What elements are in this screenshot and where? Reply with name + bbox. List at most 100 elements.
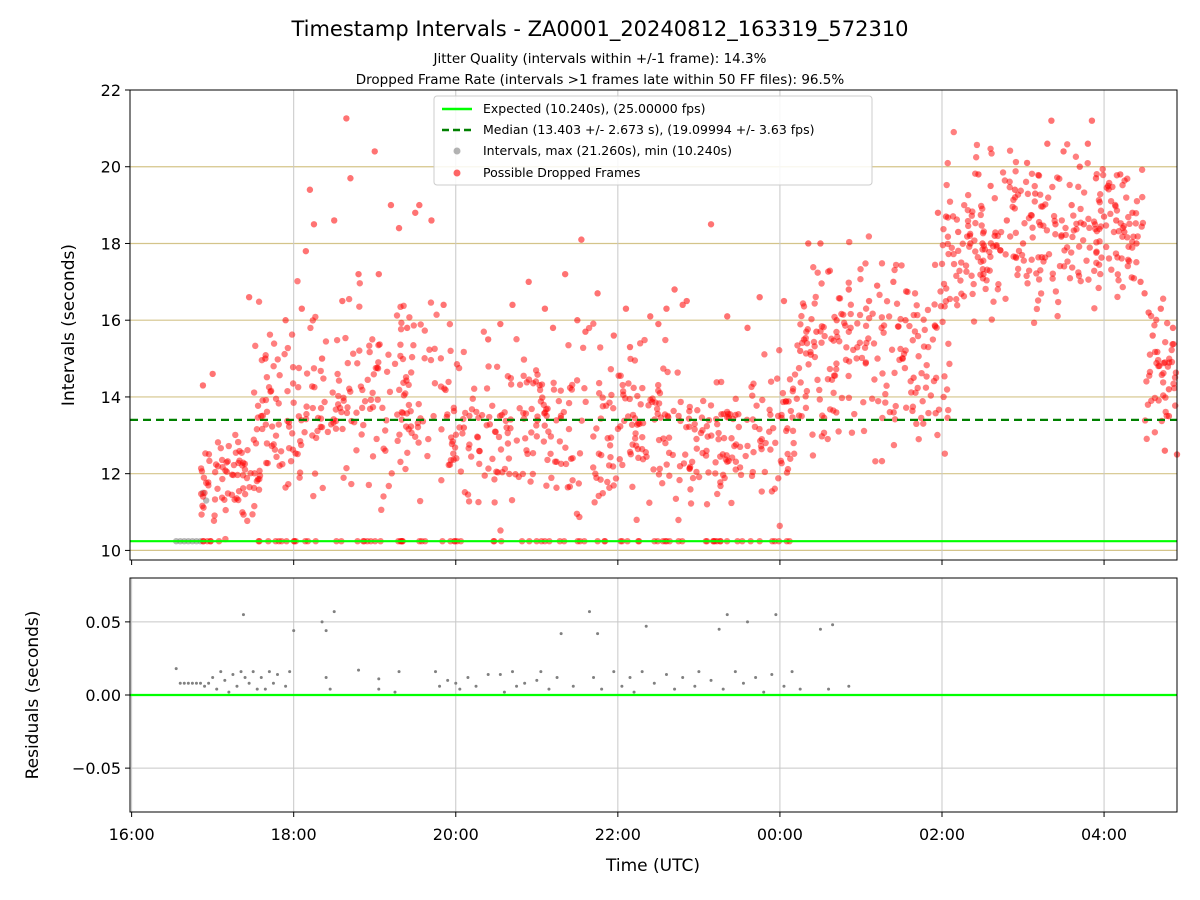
dropped-frame-point [1014,191,1022,198]
dropped-frame-point [978,222,985,229]
dropped-frame-point [1171,384,1178,392]
dropped-frame-point [807,348,814,356]
dropped-frame-point [1172,369,1180,376]
dropped-frame-point [285,480,292,488]
residual-point [535,678,539,682]
dropped-frame-point [688,458,696,466]
dropped-frame-point [386,388,394,396]
dropped-frame-point [275,421,282,428]
dropped-frame-point [369,453,377,460]
dropped-frame-point [791,371,799,378]
dropped-frame-point [221,496,228,503]
interval-point [1044,140,1051,147]
residual-point [770,673,774,677]
dropped-frame-point [1129,238,1136,246]
dropped-frame-point [941,450,949,457]
dropped-frame-point [1064,258,1071,265]
residual-point [211,675,215,679]
residual-point [693,684,697,688]
dropped-frame-point [453,455,460,462]
dropped-frame-point [508,496,516,504]
dropped-frame-point [1110,228,1118,236]
dropped-frame-point [441,385,448,392]
dropped-frame-point [303,410,310,418]
dropped-frame-point [1086,224,1093,232]
dropped-frame-point [892,261,900,269]
dropped-frame-point [399,409,406,417]
dropped-frame-point [496,412,504,420]
dropped-frame-point [617,372,624,379]
dropped-frame-point [737,471,745,479]
dropped-frame-point [714,490,721,498]
dropped-frame-point [533,422,540,429]
dropped-frame-point [920,316,927,323]
dropped-frame-point [239,472,247,479]
dropped-frame-point [249,511,256,518]
dropped-frame-point [907,378,914,385]
dropped-frame-point [804,326,811,333]
residual-point [515,684,519,688]
dropped-frame-point [1102,243,1110,251]
dropped-frame-point [593,425,600,432]
dropped-frame-point [789,427,797,435]
dropped-frame-point [575,480,582,487]
dropped-frame-point [393,312,401,319]
dropped-frame-point [402,465,409,473]
x-ticks: 16:00 18:00 20:00 22:00 00:00 02:00 04:00 [109,560,1127,844]
dropped-frame-point [790,450,798,457]
chart-subtitle-1: Jitter Quality (intervals within +/-1 fr… [433,51,767,67]
dropped-frame-point [1153,316,1160,324]
dropped-frame-point [1033,305,1041,313]
dropped-frame-point [664,368,671,376]
dropped-frame-point [749,392,756,399]
dropped-frame-point [1111,201,1119,209]
dropped-frame-point [994,286,1002,293]
dropped-frame-point [370,371,377,378]
dropped-frame-point [380,445,387,452]
dropped-frame-point [595,379,603,387]
dropped-frame-point [200,504,207,511]
dropped-frame-point [923,361,930,369]
dropped-frame-point [263,373,271,381]
interval-point [655,320,662,328]
dropped-frame-point [1035,276,1043,283]
dropped-frame-point [686,463,694,471]
dropped-frame-point [641,336,648,344]
dropped-frame-point [408,353,416,361]
residual-point [474,684,478,688]
dropped-frame-point [399,355,407,363]
dropped-frame-point [604,435,611,442]
dropped-frame-point [1098,254,1105,261]
dropped-frame-point [1095,284,1102,292]
dropped-frame-point [821,332,828,340]
legend-median-label: Median (13.403 +/- 2.673 s), (19.09994 +… [483,122,814,137]
dropped-frame-point [361,398,369,405]
legend-intervals-swatch [453,147,461,155]
residual-point [454,681,458,685]
dropped-frame-point [573,377,581,384]
x-tick-label: 02:00 [919,825,965,844]
dropped-frame-point [465,498,473,505]
dropped-frame-point [214,485,221,492]
dropped-frame-point [672,495,680,502]
dropped-frame-point [427,299,435,306]
dropped-frame-point [256,472,264,479]
dropped-frame-point [425,435,432,443]
interval-point [954,228,962,236]
dropped-frame-point [1062,224,1069,232]
dropped-frame-point [480,328,488,335]
dropped-frame-point [234,438,242,446]
dropped-frame-point [1075,183,1082,191]
interval-point [679,301,686,309]
dropped-frame-point [1119,181,1126,189]
dropped-frame-point [311,470,319,477]
dropped-frame-point [1021,220,1028,227]
dropped-frame-point [766,406,773,414]
dropped-frame-point [253,426,261,433]
dropped-frame-point [543,482,550,489]
dropped-frame-point [1064,141,1071,148]
dropped-frame-point [845,372,852,380]
top-axes-frame [129,89,1178,561]
dropped-frame-point [1049,183,1056,191]
interval-point [647,313,654,320]
